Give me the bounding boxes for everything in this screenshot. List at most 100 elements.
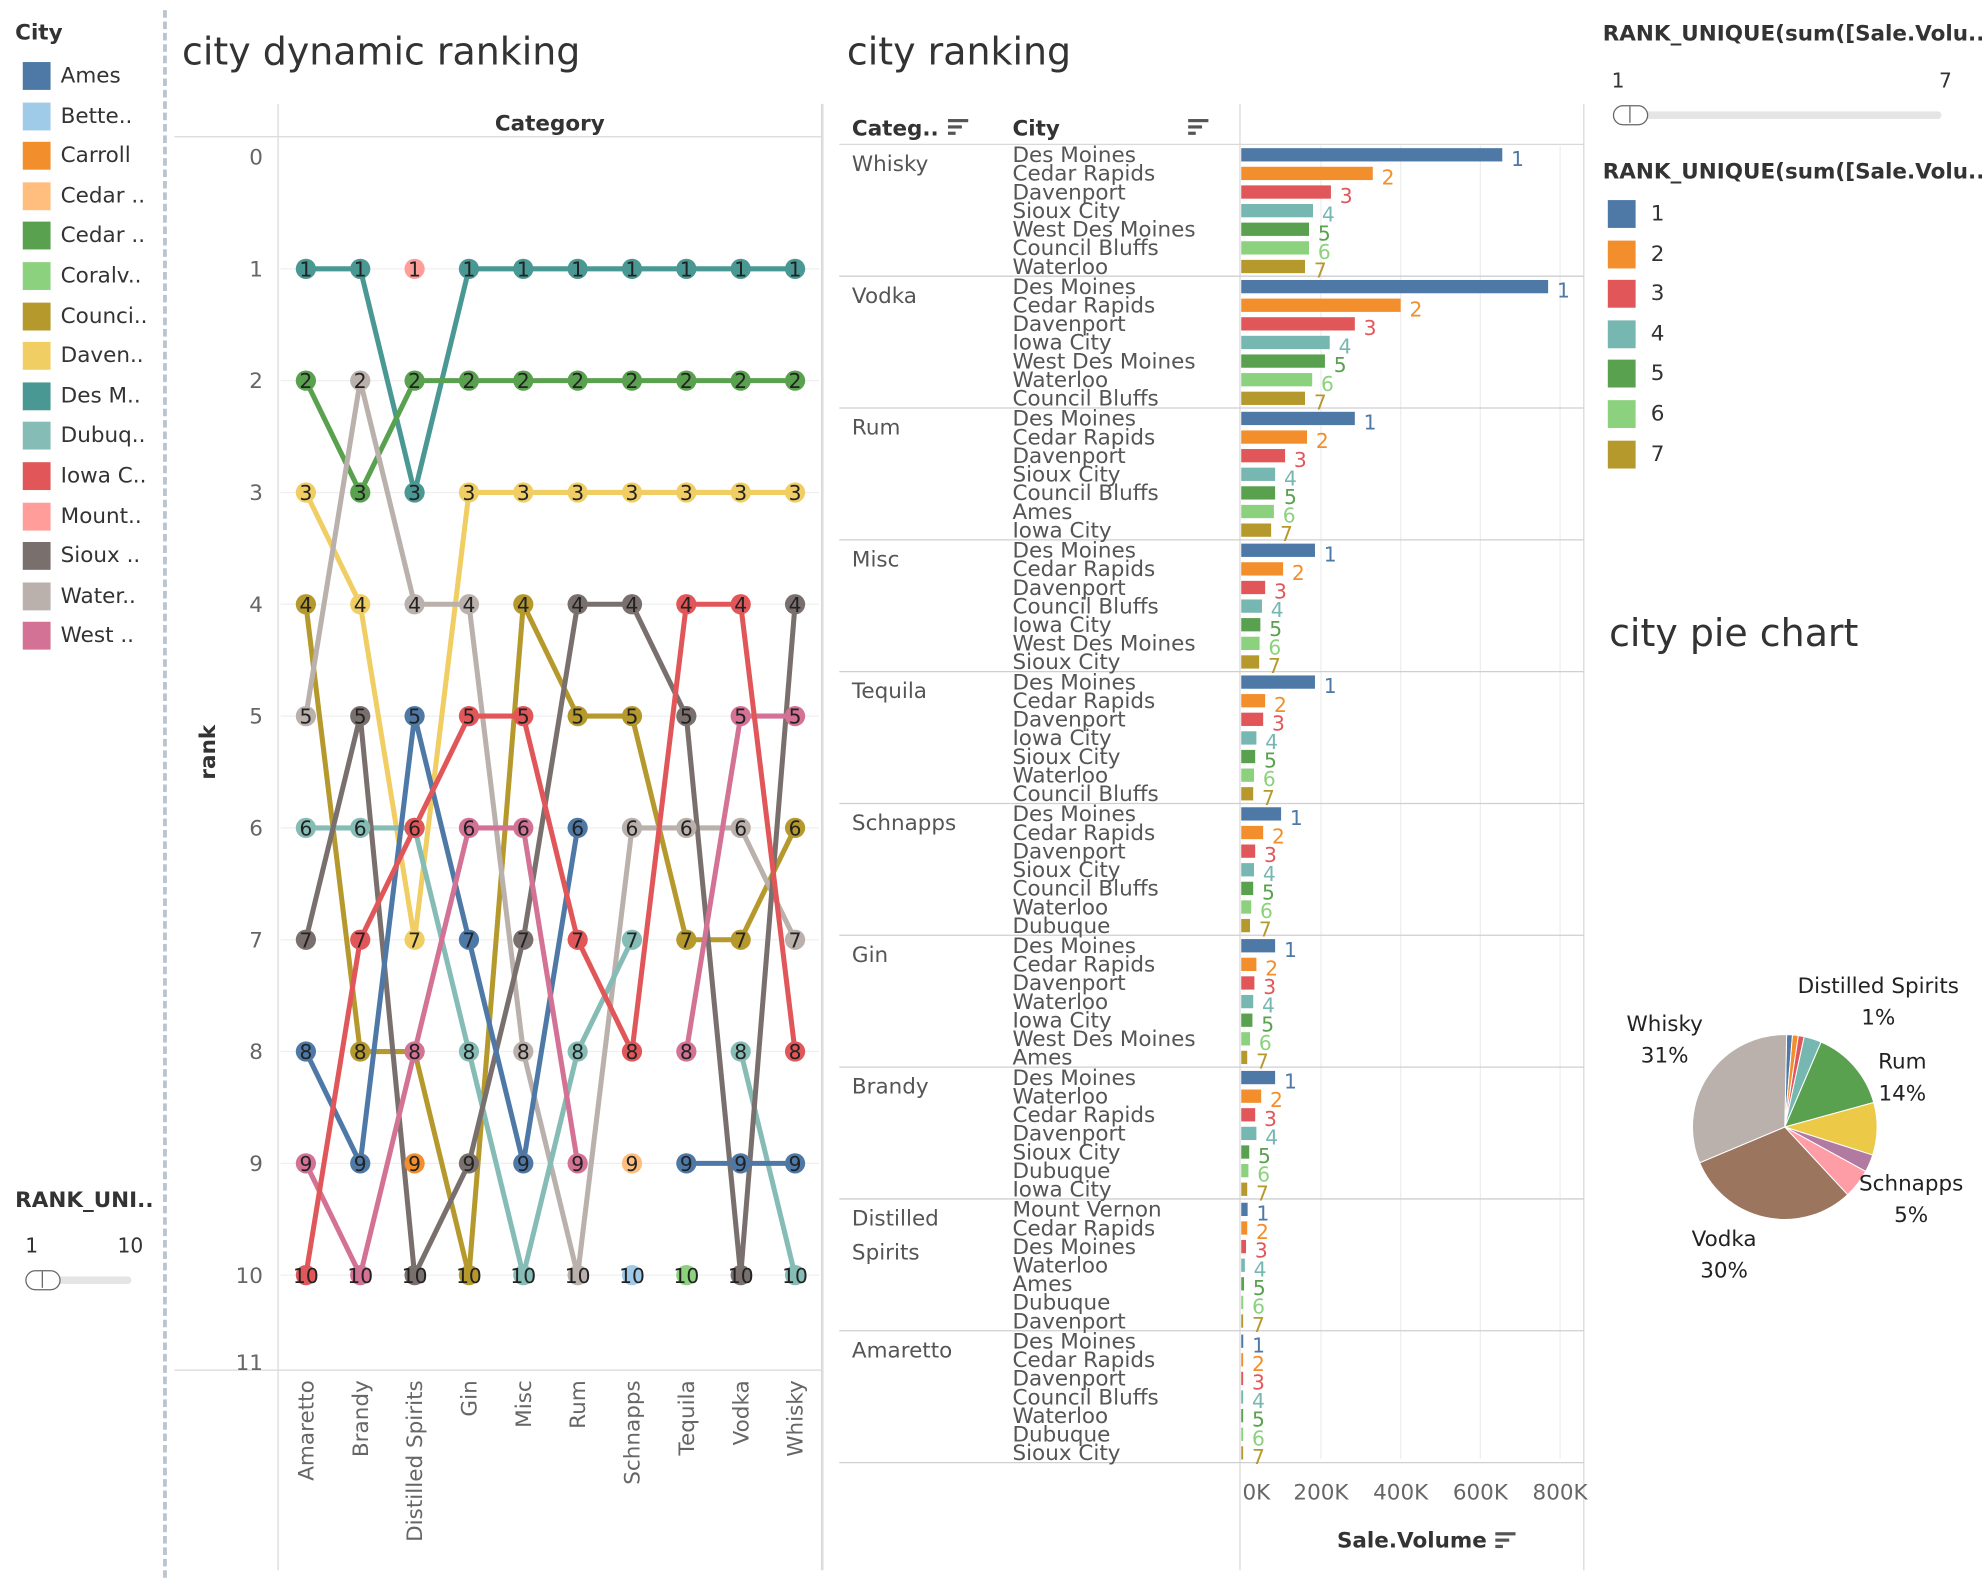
city-legend-item[interactable]: Daven.. bbox=[22, 341, 144, 371]
city-legend-item[interactable]: Dubuq.. bbox=[22, 421, 146, 451]
bump-point bbox=[567, 1265, 588, 1286]
rank-legend-item[interactable]: 6 bbox=[1607, 399, 1664, 429]
bar-rank-label: 4 bbox=[1262, 994, 1275, 1018]
bar-x-axis-label: Sale.Volume bbox=[1337, 1528, 1487, 1553]
city-legend-item[interactable]: Des M.. bbox=[22, 381, 141, 411]
bar-mark bbox=[1241, 655, 1260, 669]
rank-legend-item[interactable]: 5 bbox=[1607, 359, 1664, 389]
sort-icon[interactable] bbox=[1188, 119, 1209, 135]
city-legend-item[interactable]: Mount.. bbox=[22, 501, 142, 531]
bar-city-label: Cedar Rapids bbox=[1012, 1348, 1155, 1373]
bump-point bbox=[513, 705, 534, 727]
bar-rank-label: 2 bbox=[1252, 1352, 1265, 1376]
bar-mark bbox=[1241, 222, 1309, 236]
bump-point-label: 2 bbox=[571, 369, 584, 393]
rank-legend-item[interactable]: 1 bbox=[1607, 199, 1664, 229]
rank-legend-item[interactable]: 3 bbox=[1607, 279, 1664, 309]
sort-icon[interactable] bbox=[948, 119, 969, 135]
bar-rank-label: 1 bbox=[1284, 938, 1297, 962]
bar-mark bbox=[1241, 1145, 1250, 1159]
bump-point-label: 4 bbox=[680, 593, 693, 617]
city-legend-item[interactable]: West .. bbox=[22, 621, 134, 651]
bar-x-tick-label: 400K bbox=[1373, 1480, 1429, 1505]
city-legend-label: Carroll bbox=[60, 143, 131, 169]
bump-point-label: 9 bbox=[408, 1152, 421, 1176]
bar-city-label: Mount Vernon bbox=[1012, 1198, 1161, 1223]
bump-point-label: 8 bbox=[354, 1040, 367, 1064]
bump-point bbox=[730, 370, 751, 391]
city-legend-item[interactable]: Ames bbox=[22, 61, 121, 91]
bump-point-label: 4 bbox=[517, 593, 530, 617]
bump-point bbox=[621, 705, 643, 727]
bar-category-label: Vodka bbox=[852, 284, 917, 309]
bar-city-label: Cedar Rapids bbox=[1012, 294, 1155, 319]
bump-point bbox=[676, 817, 697, 839]
bar-rank-label: 1 bbox=[1290, 806, 1303, 830]
right-filter-max: 7 bbox=[1938, 68, 1952, 93]
city-legend-label: Daven.. bbox=[60, 343, 144, 369]
bump-y-tick-label: 3 bbox=[249, 481, 263, 506]
bump-point-label: 9 bbox=[517, 1152, 530, 1176]
city-legend-swatch bbox=[22, 102, 51, 130]
bump-series-line bbox=[303, 601, 798, 1278]
bump-point-label: 2 bbox=[408, 369, 421, 393]
bar-rank-label: 5 bbox=[1253, 1276, 1266, 1300]
bar-mark bbox=[1241, 1108, 1256, 1122]
bump-point bbox=[295, 929, 316, 950]
bump-point bbox=[676, 1265, 697, 1286]
bump-point-label: 10 bbox=[456, 1264, 482, 1288]
bar-rank-label: 3 bbox=[1264, 1107, 1277, 1131]
right-filter-slider-track[interactable] bbox=[1615, 111, 1942, 120]
right-filter-slider-handle[interactable] bbox=[1612, 105, 1649, 126]
bar-rank-label: 2 bbox=[1292, 561, 1305, 585]
bar-rank-label: 4 bbox=[1265, 1125, 1278, 1149]
bump-point bbox=[458, 1153, 480, 1174]
rank-legend-item[interactable]: 4 bbox=[1607, 319, 1664, 349]
city-legend-item[interactable]: Carroll bbox=[22, 141, 131, 171]
sort-icon[interactable] bbox=[1495, 1532, 1516, 1549]
bump-point bbox=[784, 1041, 806, 1062]
city-legend-item[interactable]: Water.. bbox=[22, 581, 136, 611]
bar-category-label: Amaretto bbox=[852, 1338, 952, 1363]
bar-mark bbox=[1241, 1013, 1253, 1027]
city-legend-item[interactable]: Counci.. bbox=[22, 301, 148, 331]
bar-rank-label: 3 bbox=[1263, 975, 1276, 999]
bar-city-label: Davenport bbox=[1012, 180, 1125, 205]
bump-point bbox=[676, 258, 697, 279]
bump-y-tick-label: 8 bbox=[249, 1040, 263, 1065]
bar-rank-label: 6 bbox=[1260, 899, 1273, 923]
bump-point-label: 10 bbox=[347, 1264, 373, 1288]
bar-rank-label: 2 bbox=[1272, 825, 1285, 849]
bar-mark bbox=[1241, 504, 1274, 519]
city-legend-item[interactable]: Cedar .. bbox=[22, 181, 146, 211]
bump-point-label: 1 bbox=[463, 257, 476, 281]
bump-point-label: 9 bbox=[571, 1152, 584, 1176]
bar-category-label: Brandy bbox=[852, 1075, 929, 1100]
city-legend-label: Cedar .. bbox=[60, 183, 146, 209]
left-filter-slider-handle[interactable] bbox=[25, 1270, 61, 1291]
left-filter-slider-track[interactable] bbox=[27, 1276, 132, 1285]
bump-point-label: 3 bbox=[626, 481, 639, 505]
pie-label: Rum bbox=[1878, 1050, 1927, 1075]
bump-point bbox=[567, 705, 588, 727]
city-legend-item[interactable]: Sioux .. bbox=[22, 541, 141, 571]
pie-slice bbox=[1699, 1126, 1849, 1220]
bar-mark bbox=[1241, 1295, 1244, 1310]
bar-city-label: Dubuque bbox=[1012, 914, 1110, 939]
right-filter-min: 1 bbox=[1611, 68, 1625, 93]
bump-point-label: 3 bbox=[463, 481, 476, 505]
bump-point bbox=[404, 594, 425, 615]
bar-mark bbox=[1241, 580, 1266, 595]
bump-point-label: 3 bbox=[299, 481, 312, 505]
rank-legend-item[interactable]: 7 bbox=[1607, 439, 1664, 469]
bump-point bbox=[404, 705, 425, 727]
city-legend-item[interactable]: Cedar .. bbox=[22, 221, 145, 251]
bar-mark bbox=[1241, 844, 1256, 858]
city-legend-swatch bbox=[22, 182, 51, 210]
city-legend-item[interactable]: Coralv.. bbox=[22, 261, 142, 291]
city-legend-item[interactable]: Bette.. bbox=[22, 101, 133, 131]
rank-legend-item[interactable]: 2 bbox=[1607, 239, 1664, 269]
bar-city-label: Davenport bbox=[1012, 576, 1125, 601]
city-legend-item[interactable]: Iowa C.. bbox=[22, 461, 147, 491]
